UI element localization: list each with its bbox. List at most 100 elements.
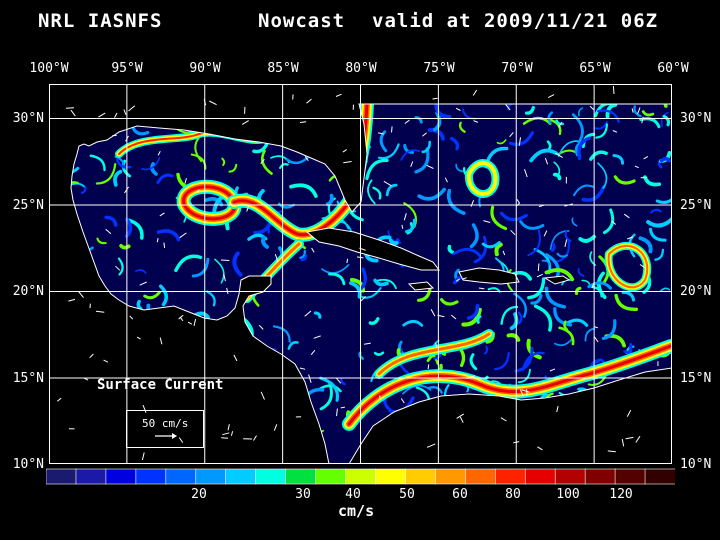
current-streak [252,140,270,154]
lat-label-left: 25°N [12,198,44,213]
current-vector [123,109,127,115]
current-vector [611,220,617,225]
current-streak [379,130,388,153]
current-vector [310,349,316,356]
current-vector [311,247,315,253]
current-streak [551,242,556,252]
current-streak [659,157,672,163]
current-vector [68,298,76,302]
colorbar-swatch [255,468,287,485]
current-streak [529,148,558,163]
current-streak [402,319,424,327]
current-vector [378,132,384,135]
current-vector [335,93,342,97]
current-vector [115,265,121,271]
current-streak [554,337,574,347]
lat-lon-grid [49,84,672,464]
current-streak [385,183,398,197]
current-streak [581,132,596,148]
current-streak [595,358,605,363]
current-streak [340,377,346,386]
current-streak [494,352,510,371]
current-vector [403,213,407,221]
current-vector [383,180,392,187]
current-streak [141,157,161,171]
current-vector [455,107,461,111]
colorbar-swatch [644,468,675,485]
colorbar-swatch [46,468,77,485]
current-vector [184,178,187,184]
current-vector [537,263,540,272]
colorbar [46,468,675,485]
current-streak [552,172,562,181]
current-streak [506,333,521,342]
colorbar-label: 80 [505,487,521,502]
current-vector [391,126,393,133]
lon-label: 90°W [189,61,221,76]
current-vector [114,112,118,118]
current-vector [157,151,161,156]
colorbar-swatch [345,468,377,485]
current-streak [563,320,569,331]
current-streak [321,264,350,274]
current-streak [546,140,552,151]
current-vector [258,324,264,330]
current-streak [655,197,672,205]
strong-current [466,161,498,196]
current-vector [621,438,625,447]
current-vector [478,287,485,290]
current-speed-map[interactable] [49,84,672,464]
current-vector [430,309,436,317]
current-streak [577,136,591,161]
lat-label-right: 30°N [680,111,712,126]
colorbar-swatch [135,468,167,485]
colorbar-label: 20 [191,487,207,502]
colorbar-swatch [614,468,646,485]
current-streak [458,121,466,133]
current-vector [401,224,404,229]
current-streak [313,311,322,319]
current-vector [129,315,134,320]
lat-label-right: 25°N [680,198,712,213]
current-vector [426,443,436,448]
units-label: cm/s [338,502,375,520]
current-streak [514,346,534,373]
current-streak [473,235,488,264]
current-streak [260,149,273,175]
current-streak [601,319,617,340]
current-streak [662,114,671,127]
current-streak [587,281,612,290]
lat-label-left: 20°N [12,284,44,299]
current-streak [373,278,389,287]
current-vector [139,281,147,286]
current-streak [519,220,545,230]
current-streak [596,271,607,299]
current-streak [461,307,482,327]
colorbar-label: 100 [556,487,580,502]
current-streak [434,103,452,119]
current-streak [553,307,573,327]
colorbar-swatch [195,468,227,485]
lon-label: 80°W [345,61,377,76]
current-vector [519,389,524,397]
current-vector [299,367,306,370]
lon-label: 65°W [579,61,611,76]
colorbar-label: 40 [345,487,361,502]
current-streak [654,248,665,261]
current-streak [487,287,501,293]
strong-current [377,332,491,376]
current-streak [261,235,269,249]
current-vector [643,155,649,160]
current-vector [304,310,312,317]
current-streak [206,290,216,307]
current-streak [574,286,582,295]
current-vector [306,98,312,104]
current-vector [627,236,634,240]
current-vector [260,158,265,165]
current-vector [536,273,543,278]
jamaica-island [407,281,435,291]
current-streak [414,147,430,174]
current-streak [509,131,534,147]
current-streak [279,162,289,169]
current-vector [516,199,521,204]
